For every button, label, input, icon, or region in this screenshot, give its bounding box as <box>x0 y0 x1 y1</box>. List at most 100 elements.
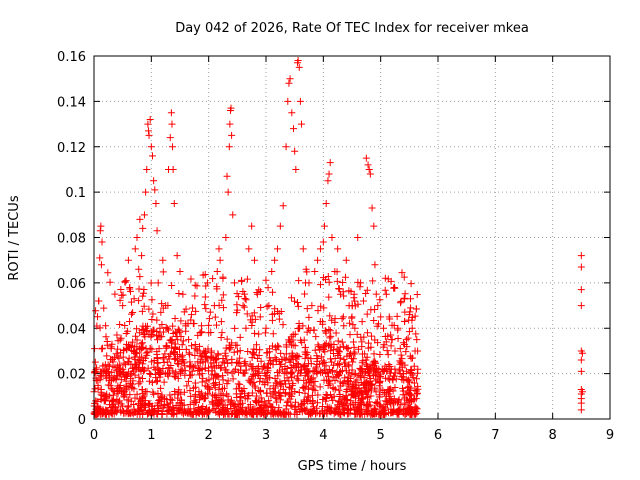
data-point <box>137 346 145 354</box>
data-point <box>251 329 259 337</box>
data-point <box>192 307 200 315</box>
data-point <box>166 350 174 358</box>
data-point <box>382 290 390 298</box>
data-point <box>299 383 307 391</box>
data-point <box>150 177 158 185</box>
data-point <box>283 374 291 382</box>
data-point <box>157 308 165 316</box>
data-point <box>364 366 372 374</box>
data-point <box>165 405 173 413</box>
data-point <box>377 313 385 321</box>
data-point <box>361 380 369 388</box>
data-point <box>158 410 166 418</box>
data-point <box>157 384 165 392</box>
data-point <box>405 389 413 397</box>
data-point <box>131 245 139 253</box>
data-point <box>96 227 104 235</box>
data-point <box>387 277 395 285</box>
data-point <box>305 279 313 287</box>
data-point <box>255 368 263 376</box>
data-point <box>159 354 167 362</box>
data-point <box>367 392 375 400</box>
data-point <box>93 409 101 417</box>
data-point <box>122 377 130 385</box>
data-point <box>145 377 153 385</box>
data-point <box>139 292 147 300</box>
data-point <box>169 410 177 418</box>
data-point <box>153 336 161 344</box>
data-point <box>175 290 183 298</box>
data-point <box>123 396 131 404</box>
data-point <box>303 328 311 336</box>
data-point <box>322 329 330 337</box>
data-point <box>208 353 216 361</box>
data-point <box>329 346 337 354</box>
data-point <box>92 397 100 405</box>
data-point <box>363 310 371 318</box>
data-point <box>139 393 147 401</box>
data-point <box>104 269 112 277</box>
data-point <box>331 385 339 393</box>
data-point <box>199 374 207 382</box>
data-point <box>270 408 278 416</box>
data-point <box>577 286 585 294</box>
data-point <box>387 342 395 350</box>
data-point <box>130 347 138 355</box>
data-point <box>224 359 232 367</box>
data-point <box>396 365 404 373</box>
data-point <box>173 359 181 367</box>
data-point <box>159 404 167 412</box>
data-point <box>386 399 394 407</box>
data-point <box>302 350 310 358</box>
data-point <box>181 362 189 370</box>
data-point <box>139 400 147 408</box>
data-point <box>182 408 190 416</box>
data-point <box>177 317 185 325</box>
data-point <box>269 404 277 412</box>
data-point <box>362 289 370 297</box>
data-point <box>305 360 313 368</box>
data-point <box>202 394 210 402</box>
data-point <box>342 359 350 367</box>
data-point <box>257 304 265 312</box>
data-point <box>192 383 200 391</box>
data-point <box>355 402 363 410</box>
data-point <box>201 364 209 372</box>
data-point <box>210 302 218 310</box>
data-point <box>346 331 354 339</box>
data-point <box>577 367 585 375</box>
data-point <box>381 410 389 418</box>
data-point <box>244 395 252 403</box>
data-point <box>153 378 161 386</box>
data-point <box>311 378 319 386</box>
data-point <box>230 279 238 287</box>
data-point <box>407 366 415 374</box>
y-tick-label: 0.04 <box>57 322 86 337</box>
data-point <box>201 405 209 413</box>
data-point <box>356 406 364 414</box>
data-point <box>395 405 403 413</box>
data-point <box>158 300 166 308</box>
data-point <box>353 330 361 338</box>
plot-frame <box>93 55 611 420</box>
data-point <box>138 339 146 347</box>
data-point <box>346 351 354 359</box>
data-point <box>118 291 126 299</box>
data-point <box>122 277 130 285</box>
data-point <box>256 374 264 382</box>
data-point <box>253 406 261 414</box>
data-point <box>305 313 313 321</box>
data-point <box>577 252 585 260</box>
data-point <box>403 404 411 412</box>
data-point <box>357 409 365 417</box>
data-point <box>325 366 333 374</box>
data-point <box>341 409 348 417</box>
data-point <box>234 380 242 388</box>
data-point <box>317 367 325 375</box>
data-point <box>265 397 273 405</box>
data-point <box>135 373 143 381</box>
data-point <box>179 337 187 345</box>
data-point <box>357 333 365 341</box>
data-point <box>336 369 344 377</box>
data-point <box>232 410 240 418</box>
